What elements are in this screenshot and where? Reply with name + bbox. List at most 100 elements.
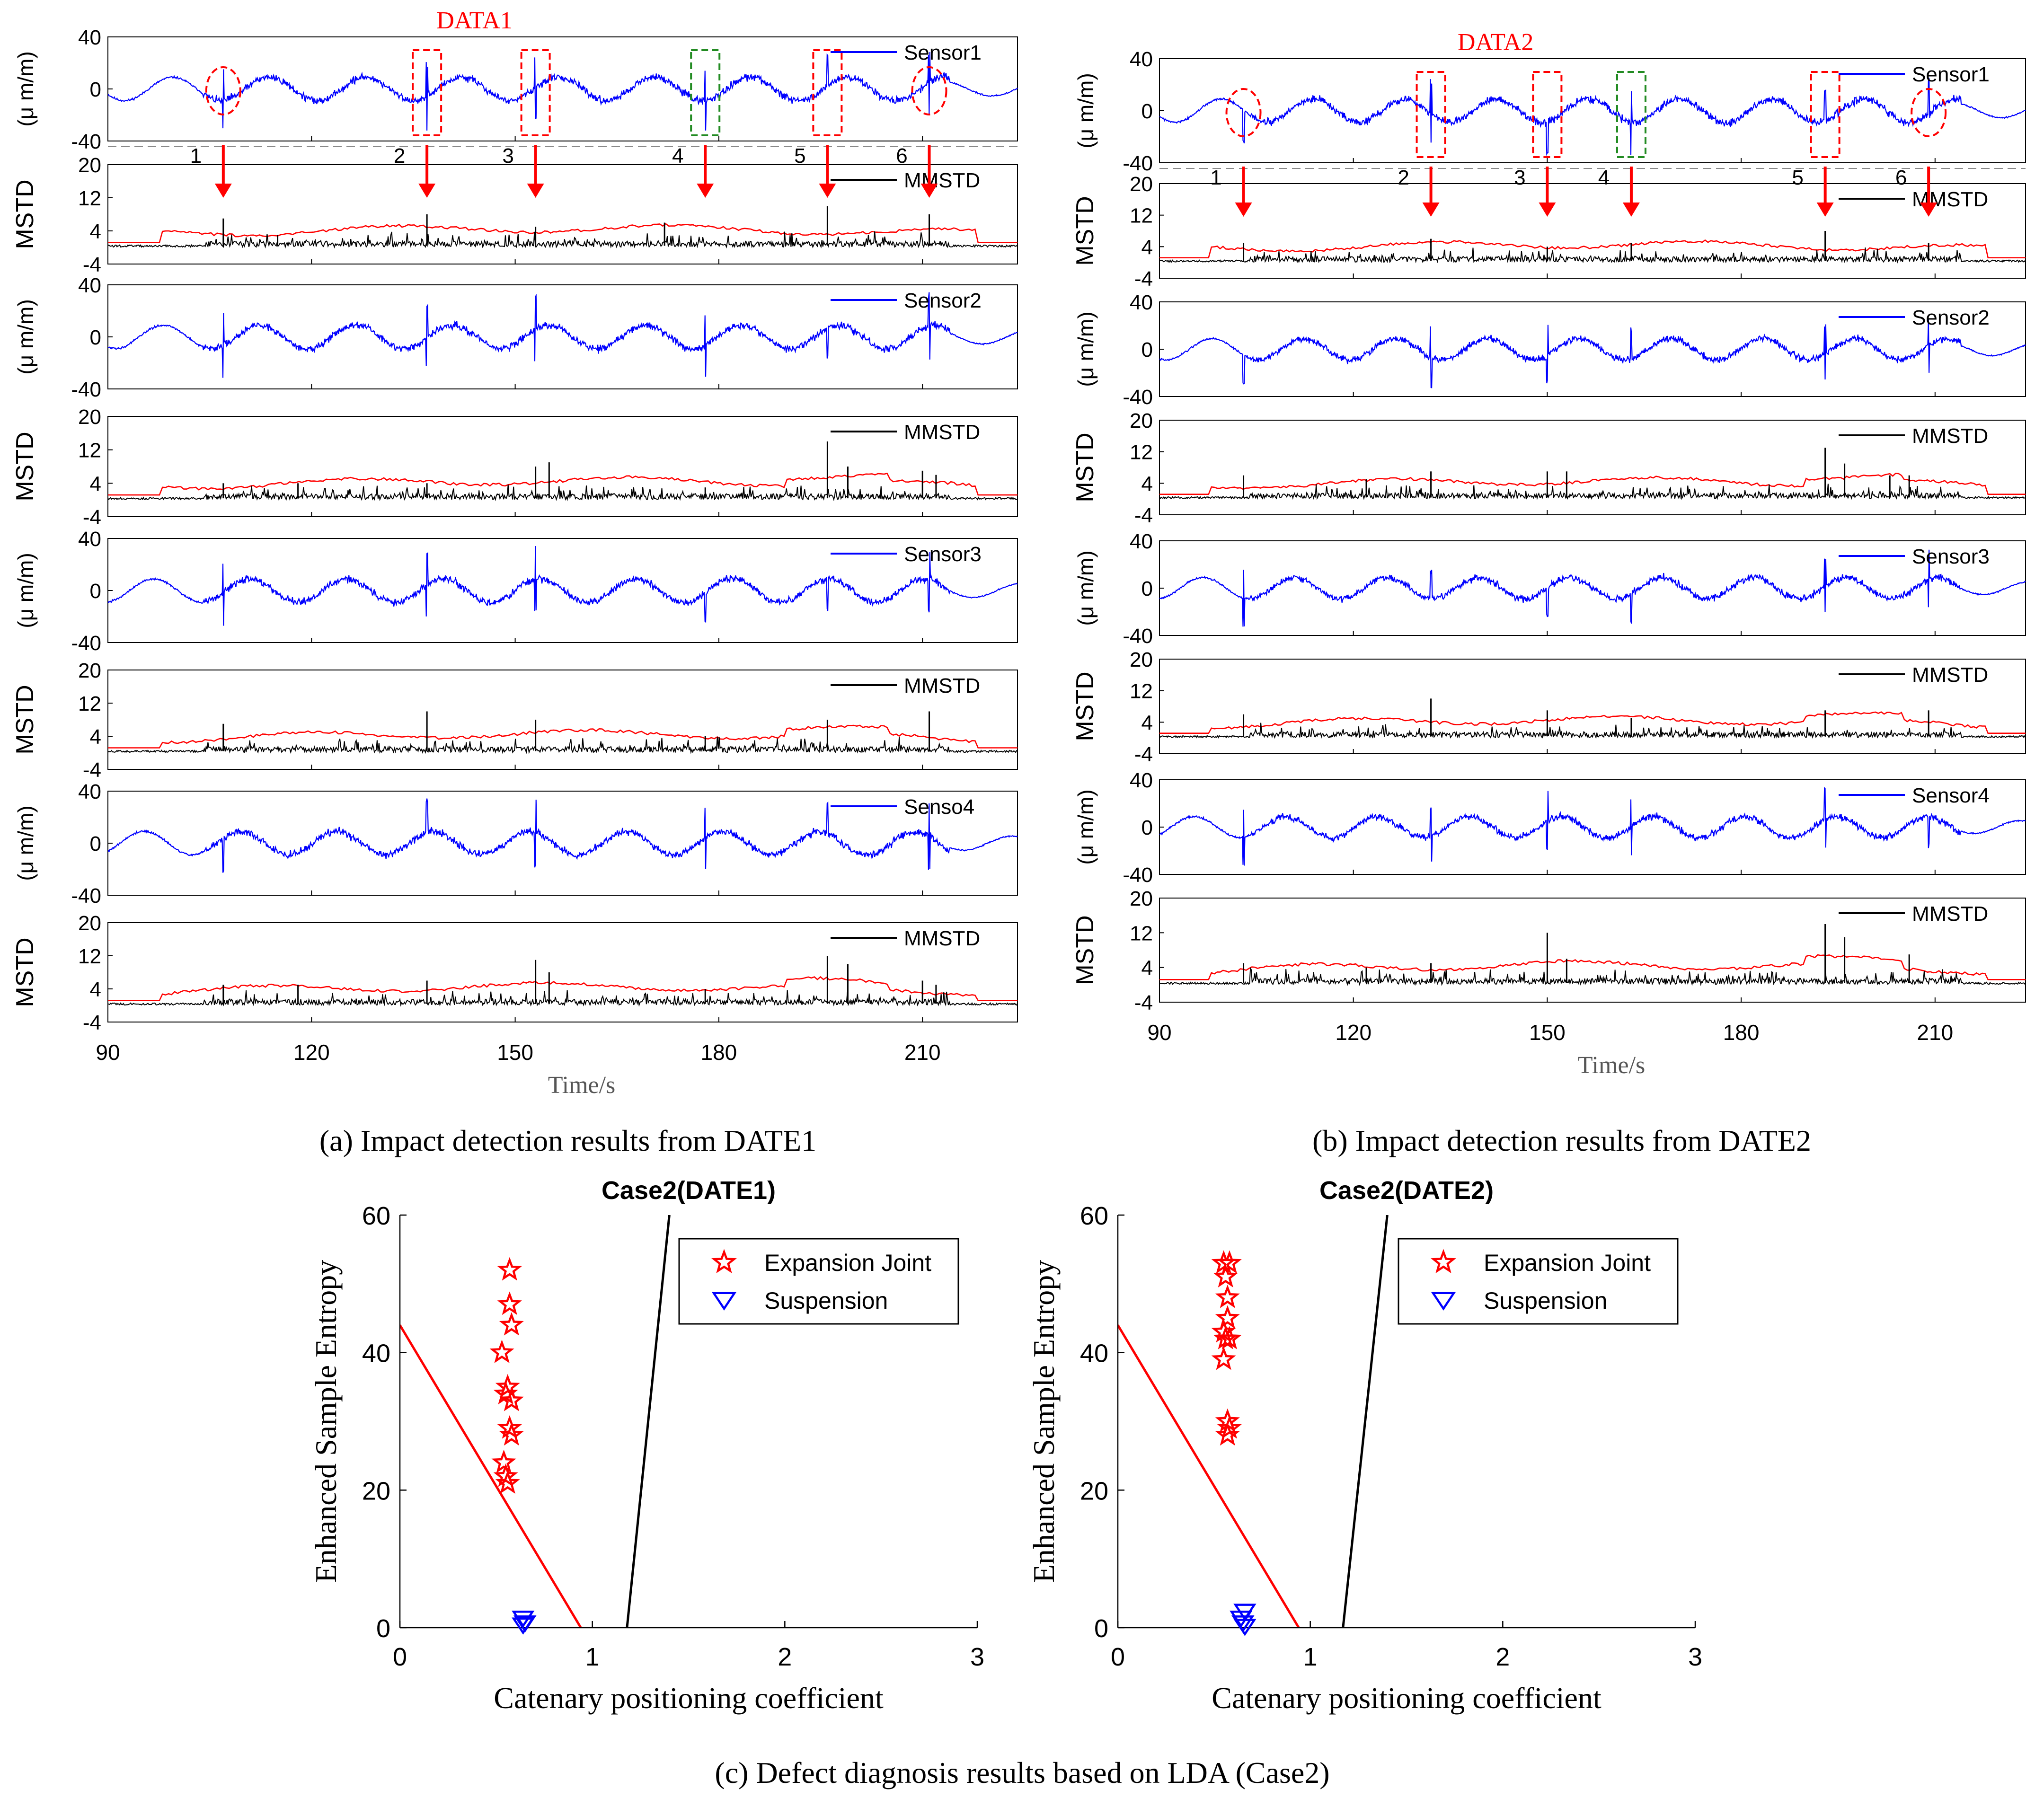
strain-line [1159,319,2026,388]
y-axis-label: MSTD [1071,915,1099,985]
y-tick-label: 20 [1130,173,1153,196]
y-tick-label: -40 [71,884,101,908]
y-tick-label: 0 [1094,1614,1108,1643]
y-tick-label: 12 [78,439,101,462]
y-tick-label: 40 [362,1340,390,1368]
decision-boundaries [400,1215,671,1628]
chart-title: DATA1 [436,7,513,34]
strain-plot-sensor4: 40 0 -40 (μ m/m) Senso4 [13,780,1018,908]
strain-plot-sensor1: 40 0 -40 (μ m/m) Sensor1 [1073,48,2026,175]
segment-label: 6 [896,144,907,167]
impact-circle [1911,88,1947,137]
boundary-red [1118,1324,1300,1628]
threshold-line [1159,239,2026,258]
strain-line [107,798,1018,873]
y-tick-label: -40 [1123,152,1153,175]
y-tick-label: 40 [78,780,101,803]
impact-arrowhead [1235,203,1252,217]
strain-plot-sensor3: 40 0 -40 (μ m/m) Sensor3 [13,528,1018,655]
axes-frame [107,670,1018,770]
caption-a: (a) Impact detection results from DATE1 [319,1124,816,1157]
y-tick-label: 20 [78,659,101,682]
y-axis-label: (μ m/m) [13,51,38,126]
legend-label: MMSTD [904,674,980,697]
expansion-joint-point [497,1291,522,1315]
strain-line [107,292,1018,378]
caption-b-letter: (b) [1312,1124,1348,1157]
y-axis-label: (μ m/m) [1073,550,1098,626]
y-axis-label: (μ m/m) [1073,789,1098,864]
y-tick-label: 0 [1141,577,1153,600]
legend-label: Sensor2 [904,289,982,312]
expansion-joint-point [489,1340,514,1363]
y-tick-label: 20 [78,154,101,177]
y-tick-label: 0 [1141,816,1153,839]
strain-line [107,52,1018,131]
strain-line [1159,78,2026,156]
caption-c: (c) Defect diagnosis results based on LD… [715,1756,1329,1789]
mstd-line [107,736,1018,754]
x-axis-label: Time/s [548,1072,616,1099]
y-axis-label: MSTD [1071,432,1099,502]
y-tick-label: 12 [78,187,101,210]
segment-label: 4 [672,144,683,167]
y-axis-label: (μ m/m) [1073,311,1098,387]
legend-label: Sensor4 [1912,784,1990,807]
y-tick-label: 0 [90,832,101,855]
x-tick-label: 3 [970,1643,984,1671]
y-tick-label: 40 [78,274,101,297]
threshold-line [1159,473,2026,495]
caption-b: (b) Impact detection results from DATE2 [1312,1124,1811,1157]
impact-arrowhead [1816,203,1834,217]
x-tick-label: 180 [701,1040,737,1065]
threshold-line [108,724,1018,749]
impact-arrowhead [819,184,836,198]
expansion-joint-point [1213,1326,1238,1349]
strain-line [1159,786,2026,866]
x-tick-label: 90 [1147,1020,1171,1045]
suspension-point [512,1617,535,1635]
impact-arrowhead [1920,203,1938,217]
x-axis-label: Catenary positioning coefficient [1212,1681,1602,1715]
x-tick-label: 2 [1495,1643,1510,1671]
impact-box [1810,71,1840,158]
y-tick-label: -4 [83,506,101,529]
impact-arrowhead [920,184,938,198]
y-tick-label: 20 [1130,887,1153,910]
y-tick-label: -40 [1123,625,1153,648]
y-tick-label: 20 [78,912,101,935]
y-tick-label: -4 [1134,743,1153,766]
legend-label: Sensor3 [1912,545,1990,568]
impact-box [1532,71,1563,158]
y-tick-label: -40 [71,632,101,655]
strain-line [1159,549,2026,627]
legend-triangle-marker [711,1292,737,1311]
mstd-line [1159,247,2026,264]
expansion-joint-point [499,1422,524,1446]
legend-label-suspension: Suspension [764,1287,888,1314]
threshold-line [1159,711,2026,734]
y-tick-label: 20 [1080,1477,1108,1505]
y-tick-label: -40 [1123,864,1153,887]
boundary-black [1342,1215,1389,1628]
axes-frame [1159,420,2026,515]
y-axis-label: (μ m/m) [13,553,38,628]
y-tick-label: 4 [1141,472,1153,495]
legend-box [678,1238,959,1325]
y-tick-label: 12 [78,692,101,715]
expansion-joint-point [499,1312,524,1336]
y-tick-label: 12 [1130,441,1153,464]
strain-plot-sensor1: 40 0 -40 (μ m/m) Sensor1 [13,26,1018,153]
y-tick-label: 4 [90,978,101,1001]
mstd-plot-4: 20 12 4 -4 MSTD MMSTD [11,912,1018,1034]
y-tick-label: 4 [90,220,101,243]
mstd-plot-3: 20 12 4 -4 MSTD MMSTD [1071,648,2026,766]
expansion-joint-point [1213,1264,1238,1288]
panel-c-left: 0 1 2 3 0 20 40 60 Case2(DATE1) Catenary position… [309,1176,984,1715]
mstd-plot-2: 20 12 4 -4 MSTD MMSTD [1071,409,2026,527]
impact-box [412,49,442,136]
y-tick-label: 0 [90,580,101,603]
segment-label: 3 [502,144,513,167]
x-tick-label: 3 [1688,1643,1702,1671]
